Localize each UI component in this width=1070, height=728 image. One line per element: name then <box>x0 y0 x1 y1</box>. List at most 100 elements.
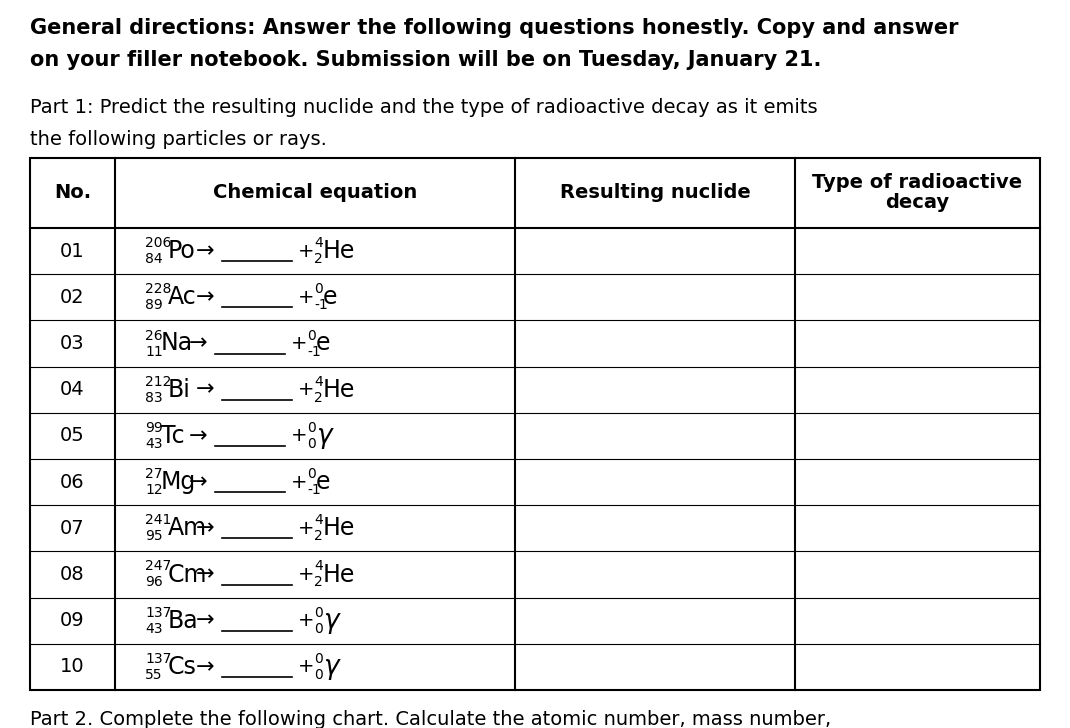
Text: 84: 84 <box>146 252 163 266</box>
Text: 247: 247 <box>146 560 171 574</box>
Text: 241: 241 <box>146 513 171 527</box>
Text: General directions: Answer the following questions honestly. Copy and answer: General directions: Answer the following… <box>30 18 959 38</box>
Text: Mg: Mg <box>160 470 196 494</box>
Text: He: He <box>323 516 355 540</box>
Text: +: + <box>299 288 315 306</box>
Text: No.: No. <box>54 183 91 202</box>
Text: 137: 137 <box>146 652 171 666</box>
Text: 99: 99 <box>146 421 163 435</box>
Text: 4: 4 <box>314 513 323 527</box>
Text: 4: 4 <box>314 560 323 574</box>
Text: →: → <box>189 472 208 492</box>
Text: γ: γ <box>316 423 332 449</box>
Text: 0: 0 <box>307 328 316 342</box>
Text: 0: 0 <box>307 467 316 481</box>
Text: He: He <box>323 378 355 402</box>
Text: 0: 0 <box>314 282 323 296</box>
Text: 96: 96 <box>146 576 163 590</box>
Text: 55: 55 <box>146 668 163 682</box>
Text: Tc: Tc <box>160 424 185 448</box>
Text: 83: 83 <box>146 391 163 405</box>
Text: +: + <box>291 334 307 353</box>
Text: 0: 0 <box>314 606 323 620</box>
Text: Cs: Cs <box>168 655 197 679</box>
Text: +: + <box>291 472 307 491</box>
Text: Ac: Ac <box>168 285 197 309</box>
Text: 0: 0 <box>307 421 316 435</box>
Text: Ba: Ba <box>168 609 199 633</box>
Text: 05: 05 <box>60 427 85 446</box>
Text: 2: 2 <box>314 576 323 590</box>
Text: 43: 43 <box>146 437 163 451</box>
Text: 10: 10 <box>60 657 85 676</box>
Text: the following particles or rays.: the following particles or rays. <box>30 130 326 149</box>
Text: 2: 2 <box>314 391 323 405</box>
Text: 06: 06 <box>60 472 85 491</box>
Text: →: → <box>196 518 215 538</box>
Text: e: e <box>323 285 337 309</box>
Text: →: → <box>196 288 215 307</box>
Text: 01: 01 <box>60 242 85 261</box>
Text: 137: 137 <box>146 606 171 620</box>
Text: -1: -1 <box>307 483 321 497</box>
Text: Na: Na <box>160 331 193 355</box>
Text: 89: 89 <box>146 298 163 312</box>
Text: γ: γ <box>323 608 338 633</box>
Text: 212: 212 <box>146 375 171 389</box>
Text: e: e <box>316 331 331 355</box>
Text: 2: 2 <box>314 529 323 543</box>
Text: Po: Po <box>168 239 196 263</box>
Text: Part 1: Predict the resulting nuclide and the type of radioactive decay as it em: Part 1: Predict the resulting nuclide an… <box>30 98 817 117</box>
Text: 2: 2 <box>314 252 323 266</box>
Text: 08: 08 <box>60 565 85 584</box>
Text: 0: 0 <box>307 437 316 451</box>
Text: →: → <box>196 564 215 585</box>
Text: 206: 206 <box>146 236 171 250</box>
Text: →: → <box>196 241 215 261</box>
Text: +: + <box>299 565 315 584</box>
Text: 26: 26 <box>146 328 163 342</box>
Text: decay: decay <box>886 194 949 213</box>
Text: 04: 04 <box>60 380 85 399</box>
Text: Resulting nuclide: Resulting nuclide <box>560 183 750 202</box>
Text: 0: 0 <box>314 668 323 682</box>
Text: →: → <box>189 333 208 354</box>
Text: 11: 11 <box>146 344 163 358</box>
Bar <box>30 158 1040 690</box>
Text: He: He <box>323 563 355 587</box>
Text: Bi: Bi <box>168 378 190 402</box>
Text: γ: γ <box>323 654 338 680</box>
Text: 09: 09 <box>60 612 85 630</box>
Text: 12: 12 <box>146 483 163 497</box>
Text: +: + <box>299 612 315 630</box>
Text: →: → <box>196 657 215 677</box>
Text: 27: 27 <box>146 467 163 481</box>
Text: He: He <box>323 239 355 263</box>
Text: 07: 07 <box>60 519 85 538</box>
Text: +: + <box>299 242 315 261</box>
Text: e: e <box>316 470 331 494</box>
Text: →: → <box>196 380 215 400</box>
Text: 0: 0 <box>314 652 323 666</box>
Text: 4: 4 <box>314 375 323 389</box>
Text: on your filler notebook. Submission will be on Tuesday, January 21.: on your filler notebook. Submission will… <box>30 50 822 70</box>
Text: +: + <box>299 380 315 399</box>
Text: Cm: Cm <box>168 563 208 587</box>
Text: 43: 43 <box>146 622 163 636</box>
Text: -1: -1 <box>314 298 327 312</box>
Text: Type of radioactive: Type of radioactive <box>812 173 1023 192</box>
Text: 02: 02 <box>60 288 85 306</box>
Text: +: + <box>291 427 307 446</box>
Text: 228: 228 <box>146 282 171 296</box>
Text: +: + <box>299 519 315 538</box>
Text: 0: 0 <box>314 622 323 636</box>
Text: →: → <box>189 426 208 446</box>
Text: Am: Am <box>168 516 208 540</box>
Text: 95: 95 <box>146 529 163 543</box>
Text: 03: 03 <box>60 334 85 353</box>
Text: +: + <box>299 657 315 676</box>
Text: 4: 4 <box>314 236 323 250</box>
Text: -1: -1 <box>307 344 321 358</box>
Text: Chemical equation: Chemical equation <box>213 183 417 202</box>
Text: Part 2. Complete the following chart. Calculate the atomic number, mass number,: Part 2. Complete the following chart. Ca… <box>30 710 831 728</box>
